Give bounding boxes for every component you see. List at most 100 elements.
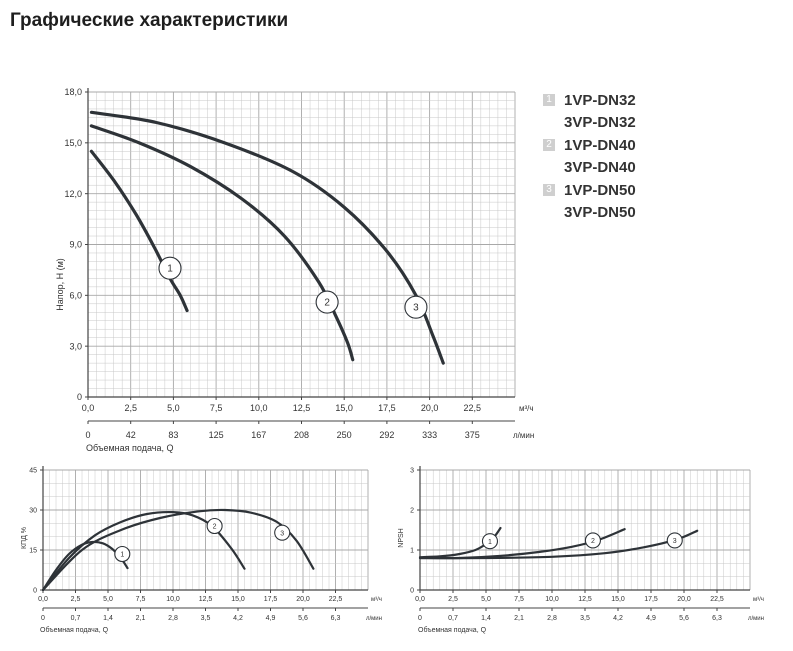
y-tick-label: 30	[29, 507, 37, 514]
series-marker	[481, 533, 499, 550]
x2-tick-label: 5,6	[298, 615, 308, 622]
x-tick-label: 12,5	[293, 403, 311, 413]
x-tick-label: 5,0	[103, 596, 113, 603]
x2-tick-label: 2,1	[514, 615, 524, 622]
x-tick-label: 15,0	[611, 596, 625, 603]
series-marker-label: 3	[673, 538, 677, 545]
series-marker	[206, 517, 223, 535]
x-tick-label: 20,0	[677, 596, 691, 603]
series-marker	[158, 256, 182, 280]
y-tick-label: 0	[410, 587, 414, 594]
x2-tick-label: 1,4	[103, 615, 113, 622]
eff-chart	[40, 466, 369, 611]
x2-tick-label: 292	[379, 430, 394, 440]
x-axis-label: Объемная подача, Q	[86, 443, 173, 453]
y-tick-label: 3,0	[69, 341, 82, 351]
series-marker-label: 1	[167, 264, 173, 275]
series-marker	[404, 295, 428, 319]
y-axis-label: Напор, H (м)	[55, 258, 65, 311]
legend-model-label: 1VP-DN32	[564, 92, 636, 109]
x-tick-label: 2,5	[71, 596, 81, 603]
x-tick-label: 15,0	[335, 403, 353, 413]
y-tick-label: 0	[77, 392, 82, 402]
x2-tick-label: 2,8	[547, 615, 557, 622]
x-unit-label: м³/ч	[371, 597, 382, 603]
x-tick-label: 10,0	[166, 596, 180, 603]
series-marker	[114, 545, 131, 563]
x2-tick-label: 4,9	[646, 615, 656, 622]
x2-tick-label: 42	[126, 430, 136, 440]
x-tick-label: 5,0	[167, 403, 180, 413]
y-tick-label: 1	[410, 547, 414, 554]
x2-tick-label: 6,3	[712, 615, 722, 622]
x2-unit-label: л/мин	[748, 616, 764, 622]
legend-model-label: 3VP-DN32	[564, 113, 636, 131]
x-tick-label: 0,0	[82, 403, 95, 413]
legend-item: 1 1VP-DN32 3VP-DN32	[543, 90, 636, 133]
series-marker	[274, 524, 291, 541]
x-tick-label: 10,0	[250, 403, 268, 413]
x-tick-label: 20,0	[296, 596, 310, 603]
y-tick-label: 15	[29, 547, 37, 554]
x2-tick-label: 208	[294, 430, 309, 440]
x2-tick-label: 125	[209, 430, 224, 440]
series-marker-label: 2	[213, 524, 217, 531]
y-tick-label: 9,0	[69, 240, 82, 250]
x-tick-label: 15,0	[231, 596, 245, 603]
y-tick-label: 3	[410, 467, 414, 474]
x2-tick-label: 167	[251, 430, 266, 440]
x2-tick-label: 2,8	[168, 615, 178, 622]
x2-tick-label: 3,5	[201, 615, 211, 622]
x-tick-label: 20,0	[421, 403, 439, 413]
x2-tick-label: 250	[337, 430, 352, 440]
y-tick-label: 18,0	[64, 87, 82, 97]
x2-tick-label: 0	[85, 430, 90, 440]
x2-tick-label: 0	[41, 615, 45, 622]
series-marker	[584, 532, 601, 549]
x-tick-label: 22,5	[710, 596, 724, 603]
series-2-line	[41, 510, 246, 592]
legend-models: 1VP-DN50 3VP-DN50	[564, 180, 636, 223]
x-tick-label: 12,5	[578, 596, 592, 603]
head-chart	[85, 88, 516, 424]
x-tick-label: 0,0	[38, 596, 48, 603]
x-tick-label: 17,5	[644, 596, 658, 603]
y-tick-label: 12,0	[64, 189, 82, 199]
x2-tick-label: 0,7	[448, 615, 458, 622]
x2-tick-label: 0,7	[71, 615, 81, 622]
x2-tick-label: 2,1	[136, 615, 146, 622]
x-tick-label: 7,5	[514, 596, 524, 603]
x2-tick-label: 333	[422, 430, 437, 440]
x2-tick-label: 3,5	[580, 615, 590, 622]
x-tick-label: 22,5	[464, 403, 482, 413]
x2-tick-label: 5,6	[679, 615, 689, 622]
x-tick-label: 7,5	[210, 403, 223, 413]
legend-item: 2 1VP-DN40 3VP-DN40	[543, 135, 636, 178]
y-tick-label: 2	[410, 507, 414, 514]
x-tick-label: 2,5	[448, 596, 458, 603]
x-tick-label: 2,5	[124, 403, 137, 413]
x2-unit-label: л/мин	[513, 431, 534, 440]
page-title: Графические характеристики	[10, 10, 289, 31]
legend-number-badge: 1	[543, 94, 555, 106]
x2-tick-label: 4,9	[266, 615, 276, 622]
x2-tick-label: 4,2	[233, 615, 243, 622]
y-tick-label: 0	[33, 587, 37, 594]
x-tick-label: 17,5	[378, 403, 396, 413]
model-legend: 1 1VP-DN32 3VP-DN32 2 1VP-DN40 3VP-DN40 …	[543, 90, 636, 225]
legend-models: 1VP-DN40 3VP-DN40	[564, 135, 636, 178]
series-marker-label: 2	[591, 538, 595, 545]
y-axis-label: NPSH	[398, 528, 405, 547]
x2-tick-label: 375	[465, 430, 480, 440]
x-tick-label: 0,0	[415, 596, 425, 603]
x-tick-label: 5,0	[481, 596, 491, 603]
x-axis-label: Объемная подача, Q	[418, 626, 487, 634]
legend-model-label: 3VP-DN50	[564, 203, 636, 221]
legend-number-badge: 3	[543, 184, 555, 196]
legend-models: 1VP-DN32 3VP-DN32	[564, 90, 636, 133]
legend-item: 3 1VP-DN50 3VP-DN50	[543, 180, 636, 223]
x-axis-label: Объемная подача, Q	[40, 626, 109, 634]
series-marker-label: 1	[120, 552, 124, 559]
x2-unit-label: л/мин	[366, 616, 382, 622]
